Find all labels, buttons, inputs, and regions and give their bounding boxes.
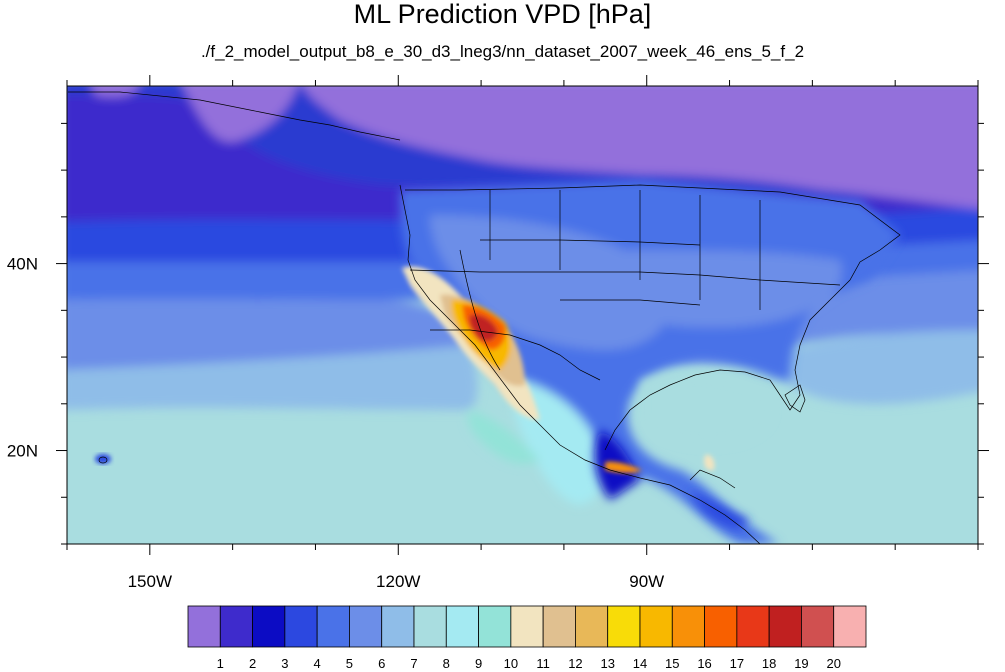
colorbar-label: 18 bbox=[762, 656, 776, 671]
colorbar-label: 20 bbox=[826, 656, 840, 671]
colorbar-swatch bbox=[445, 605, 479, 648]
map-frame bbox=[66, 85, 979, 545]
colorbar-label: 17 bbox=[730, 656, 744, 671]
colorbar-label: 14 bbox=[633, 656, 647, 671]
colorbar-swatch bbox=[252, 605, 286, 648]
colorbar-label: 8 bbox=[443, 656, 450, 671]
colorbar-swatch bbox=[671, 605, 705, 648]
colorbar-swatch bbox=[833, 605, 867, 648]
map-subtitle: ./f_2_model_output_b8_e_30_d3_lneg3/nn_d… bbox=[200, 42, 805, 61]
x-tick-label: 90W bbox=[629, 572, 664, 591]
colorbar-label: 13 bbox=[600, 656, 614, 671]
colorbar-label: 4 bbox=[314, 656, 321, 671]
colorbar-label: 12 bbox=[568, 656, 582, 671]
axis-tick-labels: 150W 120W 90W 40N 20N bbox=[7, 255, 664, 591]
colorbar: 1 2 3 4 5 6 7 8 9 10 11 12 13 14 15 16 17 18 19 20 bbox=[187, 605, 867, 671]
colorbar-swatch bbox=[768, 605, 802, 648]
colorbar-label: 3 bbox=[281, 656, 288, 671]
colorbar-label: 1 bbox=[217, 656, 224, 671]
colorbar-label: 5 bbox=[346, 656, 353, 671]
colorbar-swatch bbox=[316, 605, 350, 648]
coastlines bbox=[68, 91, 901, 544]
colorbar-swatch bbox=[510, 605, 544, 648]
colorbar-swatch bbox=[478, 605, 512, 648]
colorbar-swatch bbox=[284, 605, 318, 648]
colorbar-label: 19 bbox=[794, 656, 808, 671]
colorbar-label: 2 bbox=[249, 656, 256, 671]
colorbar-label: 16 bbox=[697, 656, 711, 671]
colorbar-swatch bbox=[542, 605, 576, 648]
colorbar-swatch bbox=[349, 605, 383, 648]
colorbar-swatch bbox=[381, 605, 415, 648]
map-title: ML Prediction VPD [hPa] bbox=[353, 0, 652, 29]
colorbar-swatch bbox=[736, 605, 770, 648]
colorbar-swatch bbox=[607, 605, 641, 648]
colorbar-label: 9 bbox=[475, 656, 482, 671]
colorbar-label: 7 bbox=[410, 656, 417, 671]
colorbar-label: 15 bbox=[665, 656, 679, 671]
colorbar-label: 6 bbox=[378, 656, 385, 671]
colorbar-swatch bbox=[187, 605, 221, 648]
x-tick-label: 150W bbox=[128, 572, 172, 591]
axis-ticks bbox=[56, 75, 989, 555]
colorbar-label: 11 bbox=[536, 656, 550, 671]
colorbar-swatch bbox=[575, 605, 609, 648]
colorbar-swatch bbox=[413, 605, 447, 648]
colorbar-swatch bbox=[704, 605, 738, 648]
colorbar-swatch bbox=[639, 605, 673, 648]
y-tick-label: 20N bbox=[7, 442, 38, 461]
x-tick-label: 120W bbox=[376, 572, 420, 591]
vpd-field bbox=[67, 86, 978, 544]
colorbar-swatch bbox=[801, 605, 835, 648]
colorbar-label: 10 bbox=[504, 656, 518, 671]
colorbar-swatch bbox=[219, 605, 253, 648]
y-tick-label: 40N bbox=[7, 255, 38, 274]
